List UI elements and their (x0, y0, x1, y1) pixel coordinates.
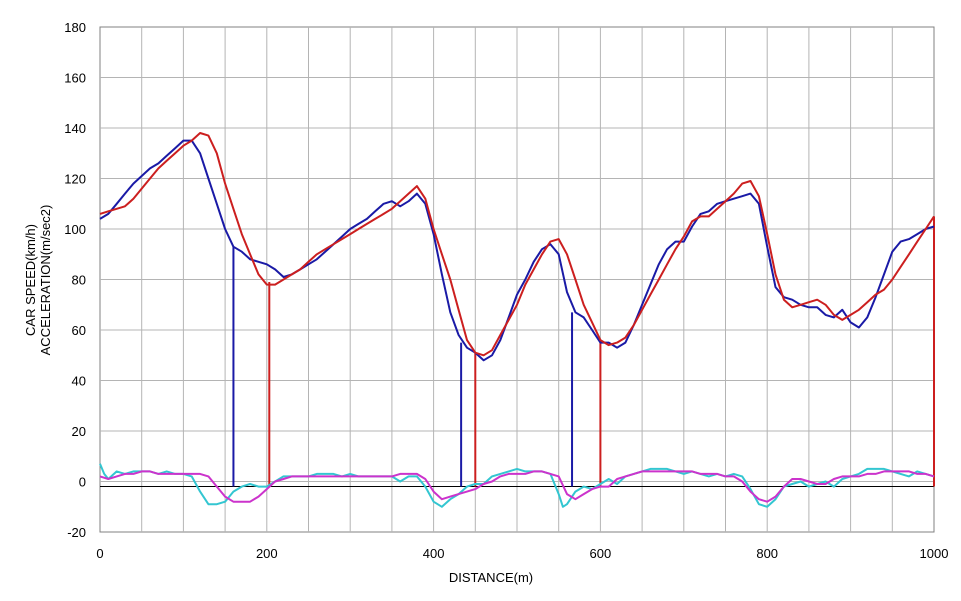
y-tick-labels: -20 0 20 40 60 80 100 120 140 160 180 (64, 20, 86, 540)
y-tick-label: 160 (64, 71, 86, 86)
x-tick-label: 600 (590, 546, 612, 561)
x-tick-label: 400 (423, 546, 445, 561)
x-tick-label: 0 (96, 546, 103, 561)
y-tick-label: -20 (67, 525, 86, 540)
y-axis-label-line2: ACCELERATION(m/sec2) (38, 205, 53, 356)
series-lines (99, 132, 935, 508)
grid (100, 27, 934, 532)
y-tick-label: 0 (79, 475, 86, 490)
y-tick-label: 180 (64, 20, 86, 35)
x-tick-label: 200 (256, 546, 278, 561)
y-tick-label: 120 (64, 172, 86, 187)
drop-markers (232, 216, 935, 487)
y-tick-label: 100 (64, 222, 86, 237)
series-line-accel_magenta (99, 470, 935, 503)
y-tick-label: 20 (72, 424, 86, 439)
series-line-speed_blue (99, 139, 935, 362)
x-tick-label: 1000 (920, 546, 949, 561)
y-tick-label: 40 (72, 374, 86, 389)
x-tick-labels: 0 200 400 600 800 1000 (96, 546, 948, 561)
x-axis-label: DISTANCE(m) (449, 570, 533, 585)
series-line-speed_red (99, 132, 935, 357)
series-line-accel_cyan (99, 463, 935, 508)
y-tick-label: 60 (72, 323, 86, 338)
x-tick-label: 800 (756, 546, 778, 561)
y-tick-label: 140 (64, 121, 86, 136)
y-axis-label-line1: CAR SPEED(km/h) (23, 224, 38, 336)
y-tick-label: 80 (72, 273, 86, 288)
